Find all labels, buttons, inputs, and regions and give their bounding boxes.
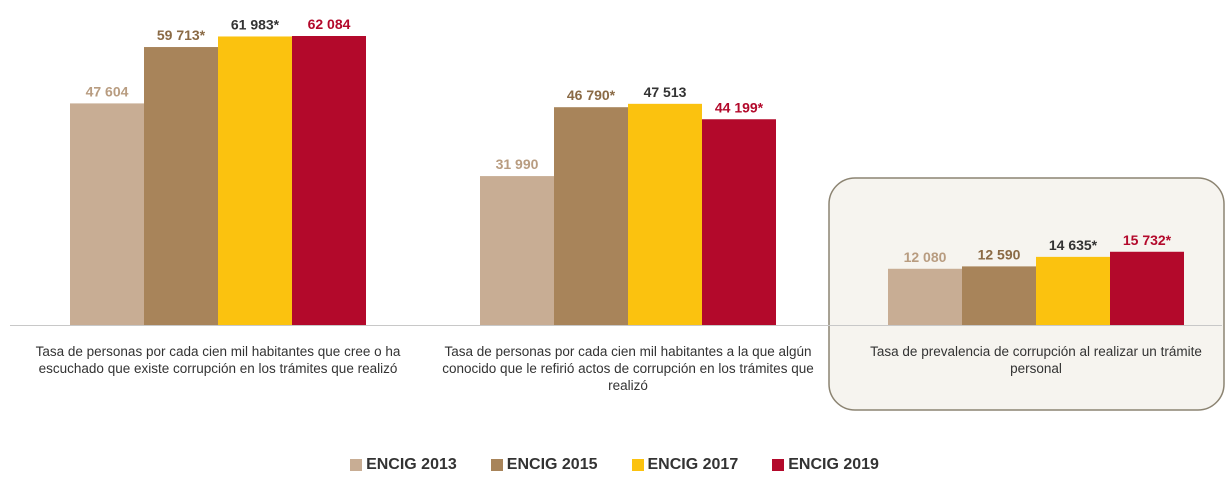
legend-item: ENCIG 2017 (631, 456, 739, 474)
legend-label: ENCIG 2017 (647, 456, 739, 473)
legend-swatch (350, 459, 363, 471)
bar (702, 119, 776, 325)
value-label: 31 990 (496, 156, 539, 172)
value-label: 59 713* (157, 27, 206, 43)
bar (888, 268, 962, 325)
bar (292, 36, 366, 325)
bar (962, 266, 1036, 325)
bar (628, 103, 702, 326)
value-label: 47 604 (86, 83, 129, 99)
legend-item: ENCIG 2015 (490, 456, 598, 474)
bar (1036, 256, 1110, 325)
bar (218, 36, 292, 325)
legend-item: ENCIG 2019 (772, 456, 879, 474)
legend-item: ENCIG 2013 (350, 456, 457, 474)
category-label: Tasa de personas por cada cien mil habit… (442, 344, 814, 393)
category-label: Tasa de prevalencia de corrupción al rea… (870, 344, 1202, 376)
value-label: 44 199* (715, 99, 764, 115)
legend: ENCIG 2013 ENCIG 2015 ENCIG 2017 ENCIG 2019 (0, 456, 1229, 474)
category-label: Tasa de personas por cada cien mil habit… (35, 344, 401, 376)
value-label: 62 084 (308, 16, 351, 32)
value-label: 61 983* (231, 16, 280, 32)
legend-swatch (490, 459, 503, 471)
legend-swatch (772, 459, 785, 471)
value-label: 12 080 (904, 249, 947, 265)
value-label: 47 513 (644, 84, 687, 100)
bar (480, 176, 554, 325)
bar (554, 107, 628, 325)
bar (1110, 251, 1184, 325)
legend-label: ENCIG 2015 (506, 456, 598, 473)
bar (70, 103, 144, 325)
value-label: 46 790* (567, 87, 616, 103)
legend-label: ENCIG 2019 (788, 456, 879, 473)
legend-swatch (631, 459, 644, 471)
bar (144, 47, 218, 326)
legend-label: ENCIG 2013 (366, 456, 457, 473)
value-label: 12 590 (978, 246, 1021, 262)
value-label: 15 732* (1123, 232, 1172, 248)
value-label: 14 635* (1049, 237, 1098, 253)
